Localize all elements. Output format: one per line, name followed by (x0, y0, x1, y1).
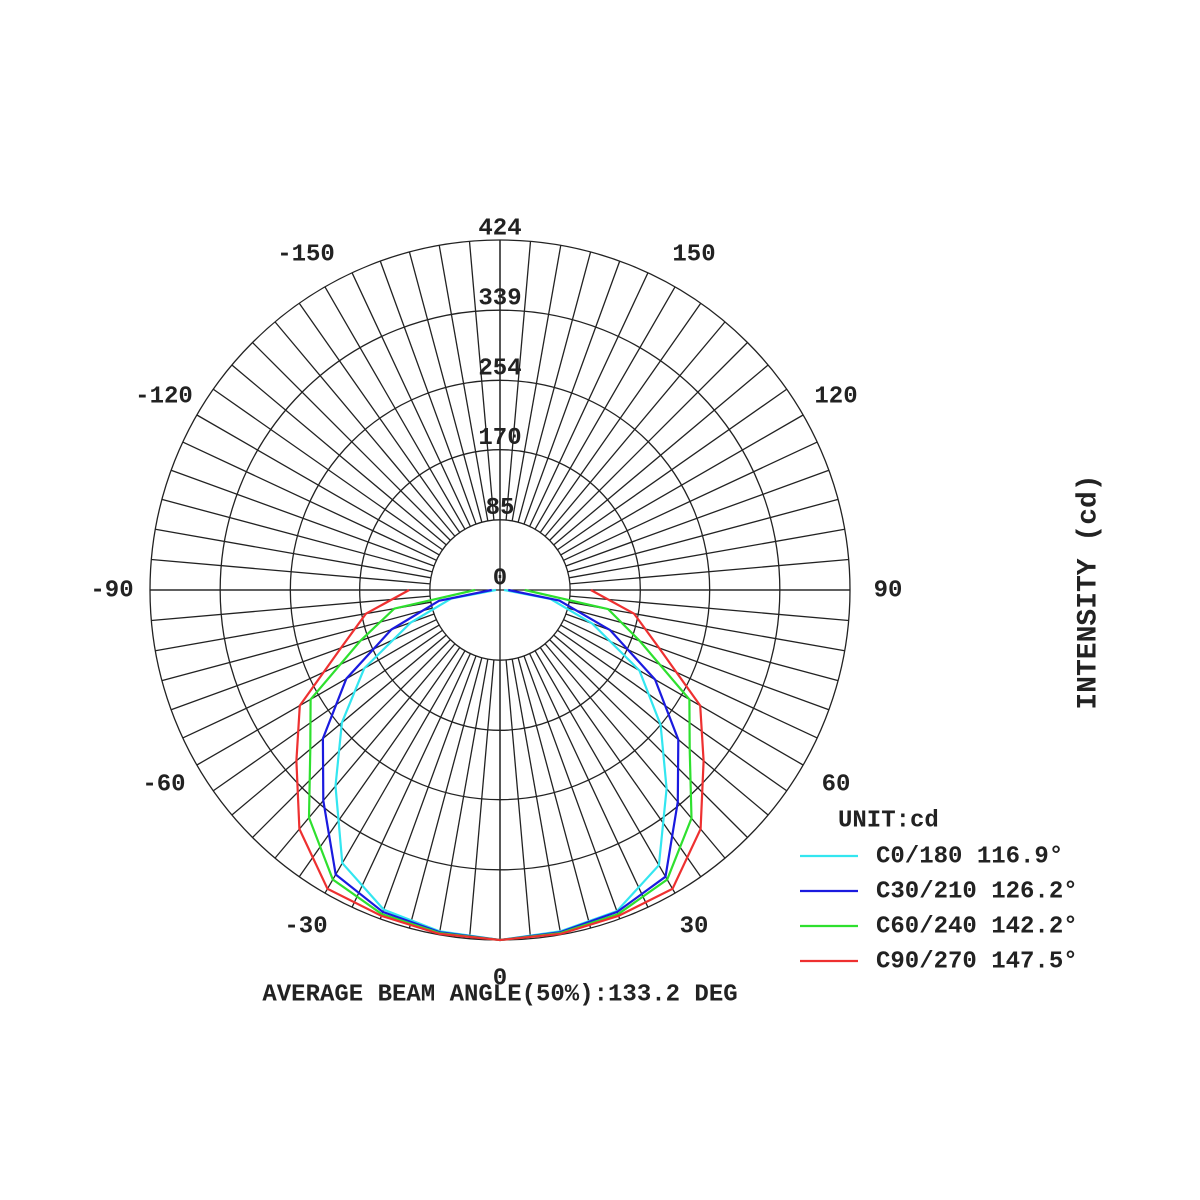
r-tick-label: 254 (478, 356, 521, 383)
theta-tick-label: 120 (814, 383, 857, 410)
r-tick-label: 0 (493, 565, 507, 592)
series-line (295, 589, 705, 942)
legend-label: C30/210 126.2° (876, 878, 1078, 905)
axis-title: INTENSITY (cd) (1073, 474, 1104, 709)
legend-label: C0/180 116.9° (876, 843, 1063, 870)
r-tick-label: 339 (478, 286, 521, 313)
theta-tick-label: 30 (680, 913, 709, 940)
theta-tick-label: -120 (135, 383, 193, 410)
legend-label: C60/240 142.2° (876, 913, 1078, 940)
footer: AVERAGE BEAM ANGLE(50%):133.2 DEG (262, 981, 737, 1008)
legend-label: C90/270 147.5° (876, 948, 1078, 975)
theta-tick-label: -90 (90, 577, 133, 604)
theta-tick-label: 0 (493, 965, 507, 992)
ring (289, 379, 711, 801)
ring (359, 449, 641, 731)
ring (429, 519, 571, 661)
r-tick-label: 424 (478, 215, 521, 242)
theta-tick-label: -60 (142, 771, 185, 798)
theta-tick-label: 150 (672, 241, 715, 268)
ring (219, 309, 781, 871)
theta-tick-label: -30 (284, 913, 327, 940)
theta-tick-label: 60 (822, 771, 851, 798)
unit-label: UNIT:cd (838, 807, 939, 834)
r-tick-label: 85 (486, 495, 515, 522)
theta-tick-label: -150 (277, 241, 335, 268)
r-tick-label: 170 (478, 425, 521, 452)
theta-tick-label: 90 (874, 577, 903, 604)
